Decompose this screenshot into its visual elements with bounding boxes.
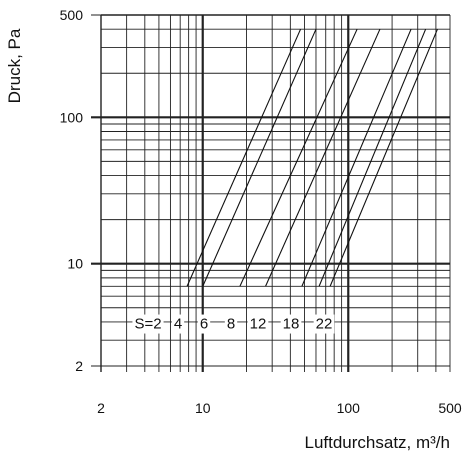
- curve-label-bg: [247, 314, 269, 334]
- y-tick-label: 100: [60, 109, 84, 125]
- curve-label-6: 22: [316, 316, 333, 333]
- series-line-4: [301, 28, 412, 287]
- y-tick-label: 500: [60, 7, 84, 23]
- curve-label-bg: [280, 314, 302, 334]
- y-tick-label: 2: [75, 358, 83, 374]
- series-line-6: [329, 28, 438, 287]
- curve-label-5: 18: [283, 316, 300, 333]
- tick-labels: 2 10 100 500 2 10 100 500: [60, 7, 462, 416]
- x-tick-label: 10: [195, 400, 211, 416]
- y-tick-label: 10: [67, 256, 83, 272]
- curve-label-bg: [313, 314, 335, 334]
- curve-label-4: 12: [250, 316, 267, 333]
- y-axis-label: Druck, Pa: [5, 28, 24, 103]
- curve-label-bg: [197, 314, 211, 334]
- series-line-1: [202, 28, 317, 287]
- curve-label-bg: [132, 314, 164, 334]
- x-tick-label: 2: [97, 400, 105, 416]
- curve-label-1: 4: [174, 316, 182, 333]
- x-axis-label: Luftdurchsatz, m³/h: [304, 433, 450, 452]
- curve-label-0: S=2: [134, 316, 161, 333]
- x-tick-label: 100: [337, 400, 361, 416]
- curve-label-bg: [171, 314, 185, 334]
- curve-label-3: 8: [227, 316, 235, 333]
- series-line-5: [318, 28, 427, 287]
- x-tick-label: 500: [438, 400, 462, 416]
- series-lines: [186, 28, 438, 287]
- series-line-2: [239, 28, 358, 287]
- curve-labels: S=2 4 6 8 12 18 22: [132, 314, 335, 334]
- series-line-0: [186, 28, 302, 287]
- series-line-3: [265, 28, 381, 287]
- curve-label-2: 6: [200, 316, 208, 333]
- curve-label-bg: [224, 314, 238, 334]
- grid: [91, 14, 451, 372]
